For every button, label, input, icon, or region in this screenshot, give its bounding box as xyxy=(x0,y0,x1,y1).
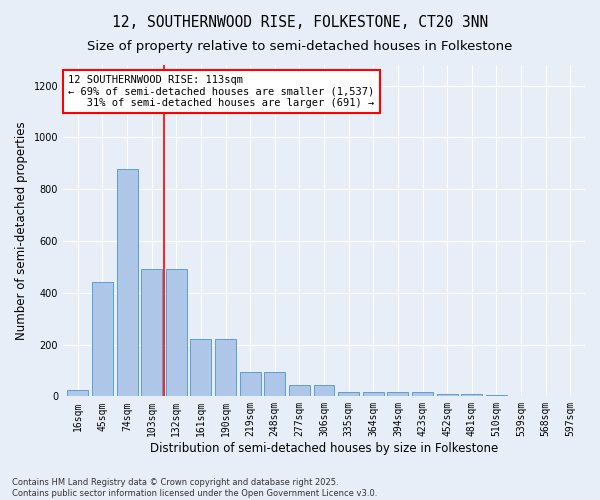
Text: 12, SOUTHERNWOOD RISE, FOLKESTONE, CT20 3NN: 12, SOUTHERNWOOD RISE, FOLKESTONE, CT20 … xyxy=(112,15,488,30)
Bar xyxy=(437,394,458,396)
Bar xyxy=(116,168,137,396)
Bar xyxy=(166,270,187,396)
Bar xyxy=(239,372,260,396)
Bar xyxy=(265,372,285,396)
Bar xyxy=(289,384,310,396)
Bar xyxy=(412,392,433,396)
Bar xyxy=(92,282,113,397)
Bar xyxy=(461,394,482,396)
Y-axis label: Number of semi-detached properties: Number of semi-detached properties xyxy=(15,122,28,340)
Bar xyxy=(363,392,384,396)
Bar xyxy=(314,384,334,396)
Bar xyxy=(141,270,162,396)
Bar xyxy=(215,340,236,396)
X-axis label: Distribution of semi-detached houses by size in Folkestone: Distribution of semi-detached houses by … xyxy=(150,442,498,455)
Bar xyxy=(338,392,359,396)
Text: Size of property relative to semi-detached houses in Folkestone: Size of property relative to semi-detach… xyxy=(88,40,512,53)
Text: Contains HM Land Registry data © Crown copyright and database right 2025.
Contai: Contains HM Land Registry data © Crown c… xyxy=(12,478,377,498)
Text: 12 SOUTHERNWOOD RISE: 113sqm
← 69% of semi-detached houses are smaller (1,537)
 : 12 SOUTHERNWOOD RISE: 113sqm ← 69% of se… xyxy=(68,75,374,108)
Bar xyxy=(190,340,211,396)
Bar xyxy=(388,392,409,396)
Bar xyxy=(67,390,88,396)
